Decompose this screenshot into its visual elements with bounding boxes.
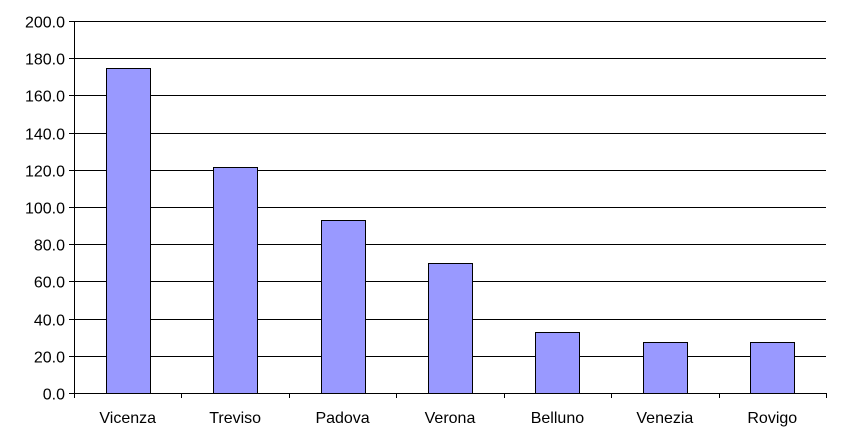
bar-belluno xyxy=(535,332,580,394)
x-tick-label-verona: Verona xyxy=(425,410,476,427)
y-tick-label: 20.0 xyxy=(34,350,65,367)
x-tick-label-vicenza: Vicenza xyxy=(99,410,156,427)
bar-vicenza xyxy=(106,68,151,394)
axes xyxy=(69,21,827,398)
bar-rovigo xyxy=(750,342,795,394)
bar-treviso xyxy=(213,167,258,394)
y-tick-label: 140.0 xyxy=(25,127,65,144)
x-tick-label-belluno: Belluno xyxy=(531,410,584,427)
y-tick-label: 40.0 xyxy=(34,313,65,330)
x-tick-label-rovigo: Rovigo xyxy=(747,410,797,427)
bar-venezia xyxy=(643,342,688,394)
y-tick-label: 60.0 xyxy=(34,275,65,292)
bars xyxy=(106,68,795,394)
y-tick-label: 180.0 xyxy=(25,52,65,69)
gridlines xyxy=(74,21,826,357)
y-tick-label: 80.0 xyxy=(34,238,65,255)
y-tick-label: 120.0 xyxy=(25,164,65,181)
y-tick-label: 200.0 xyxy=(25,15,65,32)
y-tick-label: 0.0 xyxy=(43,387,65,404)
y-tick-labels: 0.0 20.0 40.0 60.0 80.0 100.0 120.0 140.0 160.0 1… xyxy=(25,15,65,404)
y-tick-label: 100.0 xyxy=(25,201,65,218)
x-tick-label-venezia: Venezia xyxy=(636,410,693,427)
y-tick-label: 160.0 xyxy=(25,89,65,106)
x-tick-label-treviso: Treviso xyxy=(209,410,261,427)
bar-verona xyxy=(428,263,473,394)
x-tick-label-padova: Padova xyxy=(315,410,369,427)
bar-padova xyxy=(321,220,366,394)
x-tick-labels: Vicenza Treviso Padova Verona Belluno Venezia… xyxy=(99,410,797,427)
